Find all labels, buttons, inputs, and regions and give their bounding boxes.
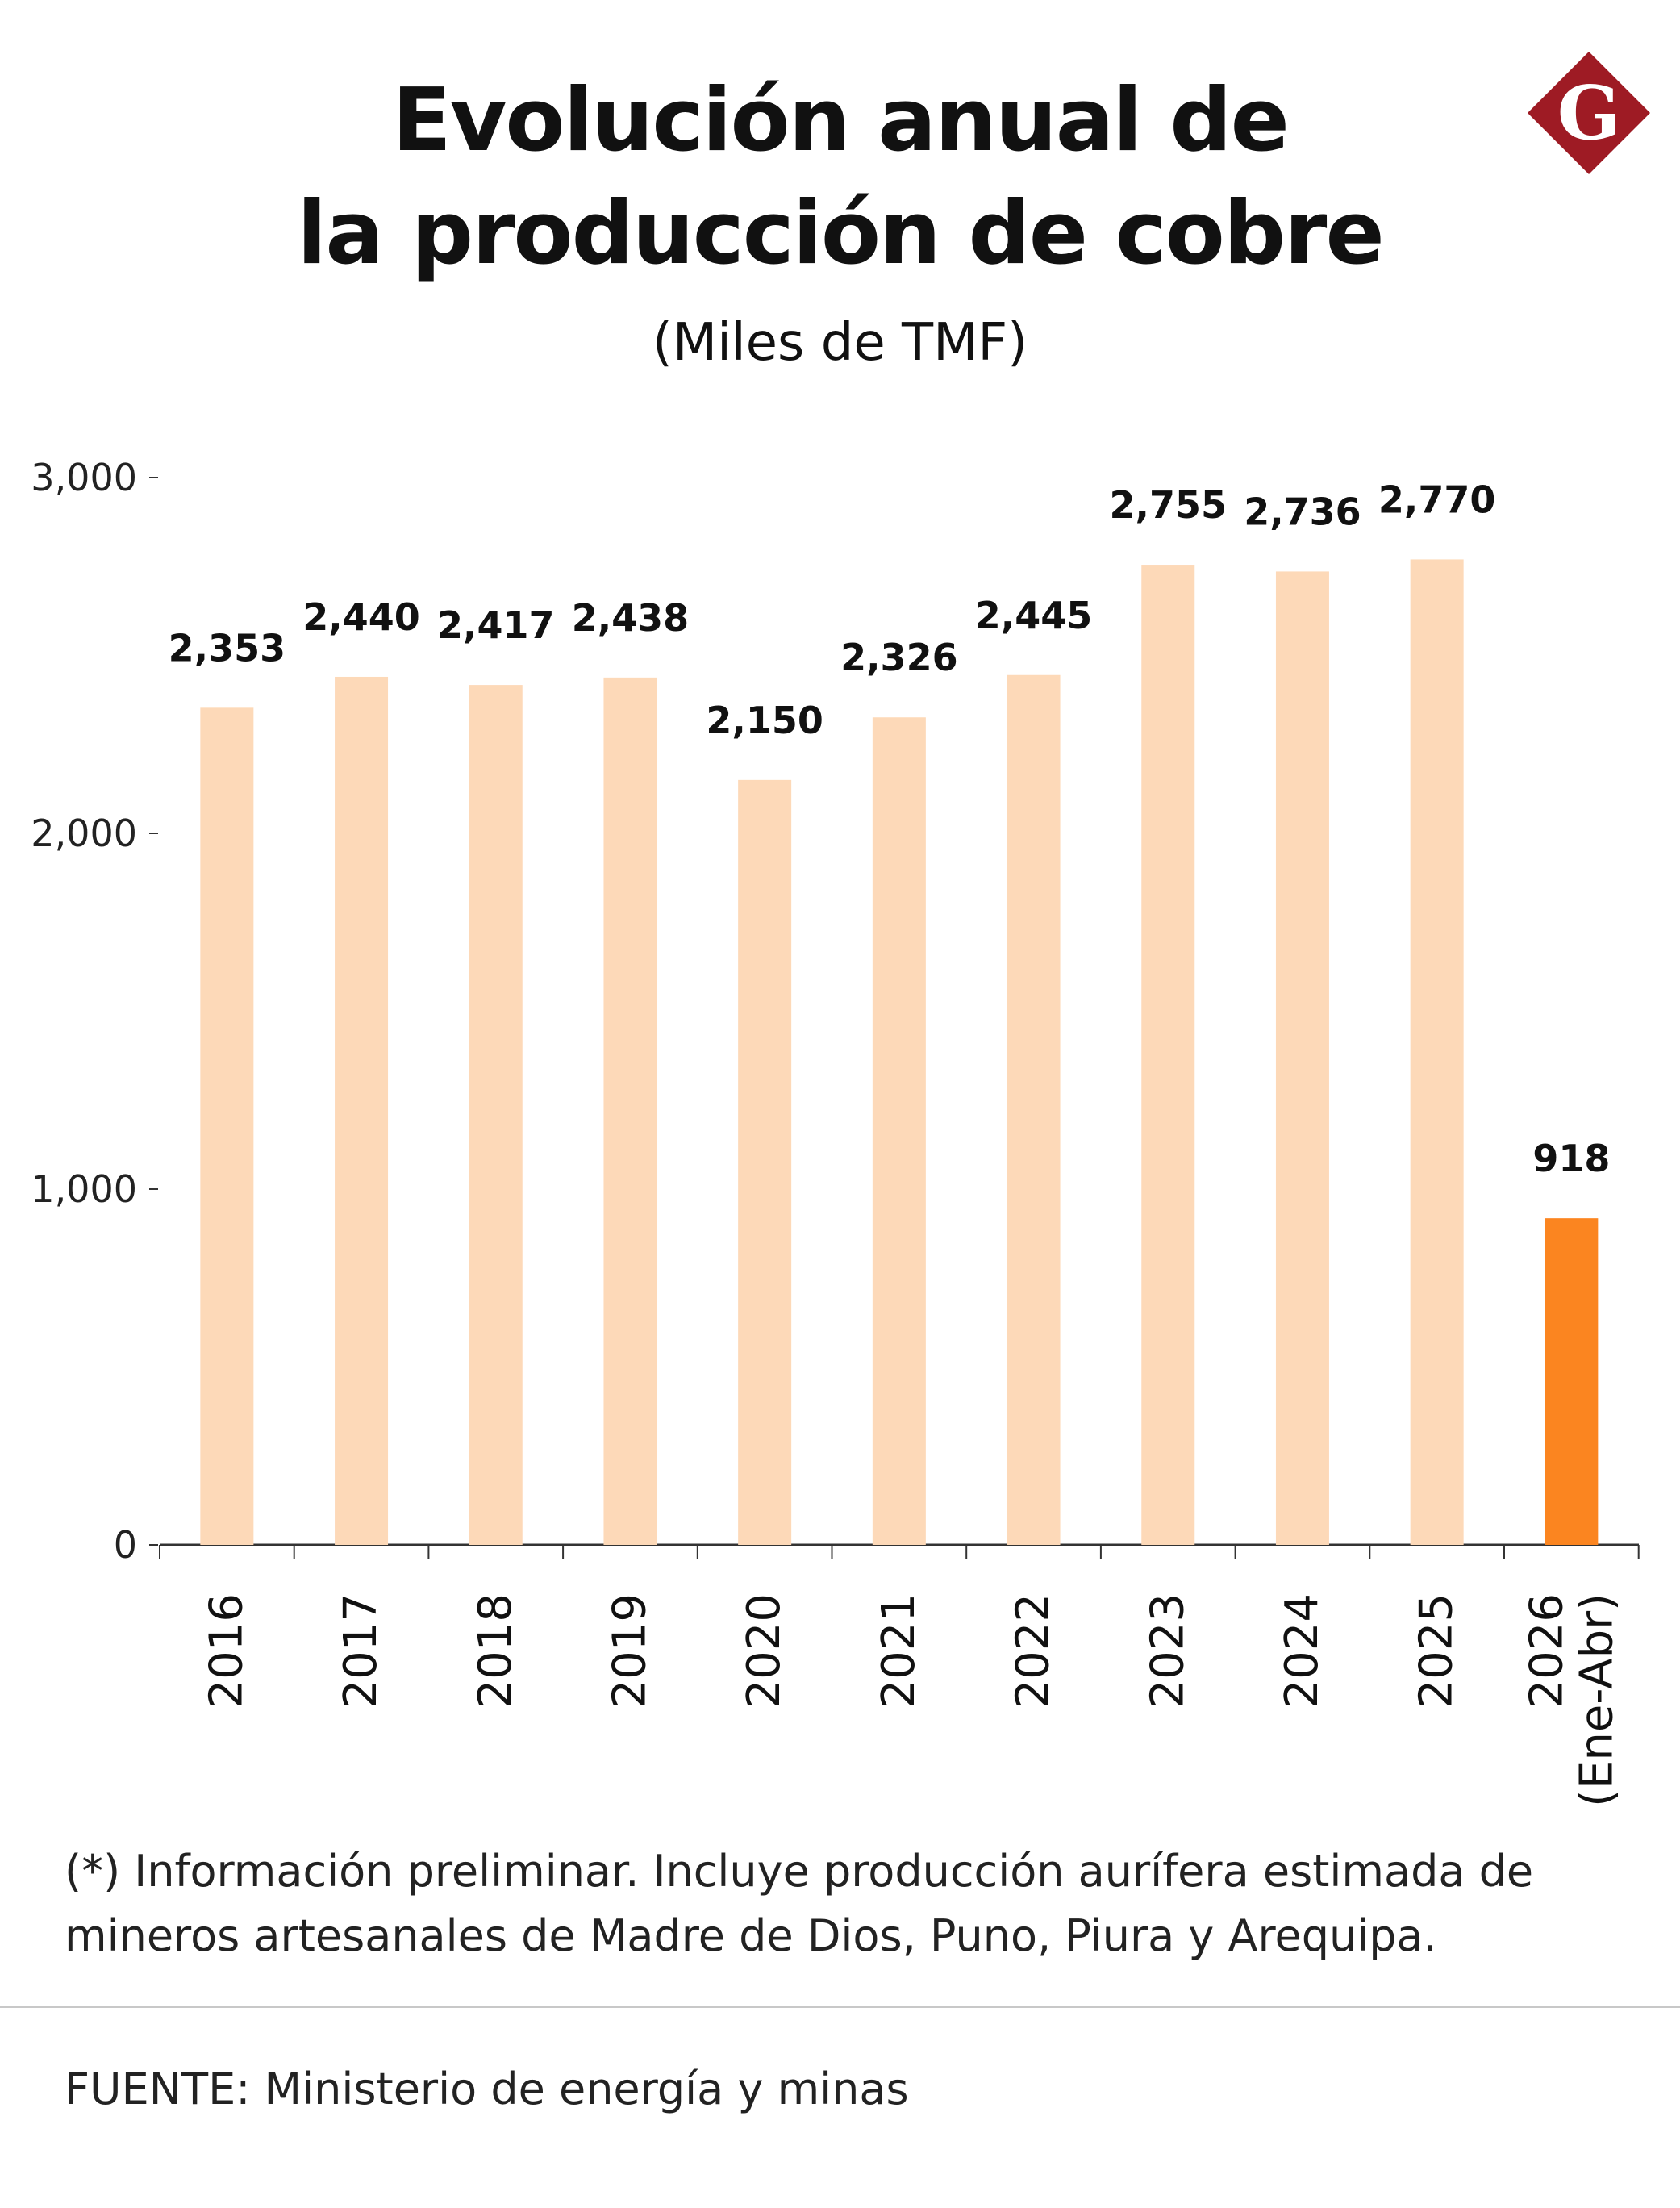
category-label-2: 2018 bbox=[469, 1593, 522, 1709]
divider bbox=[0, 2006, 1680, 2008]
value-label-2: 2,417 bbox=[437, 603, 555, 647]
value-label-9: 2,770 bbox=[1378, 478, 1496, 521]
bar-10 bbox=[1545, 1218, 1599, 1545]
bar-5 bbox=[872, 717, 926, 1545]
chart-title-line-2: la producción de cobre bbox=[297, 183, 1384, 284]
logo-letter: G bbox=[1557, 69, 1621, 157]
value-label-7: 2,755 bbox=[1109, 483, 1227, 527]
source-note: FUENTE: Ministerio de energía y minas bbox=[65, 2064, 909, 2114]
brand-logo: G bbox=[1524, 48, 1653, 177]
category-label-7: 2023 bbox=[1141, 1593, 1194, 1709]
category-label-8: 2024 bbox=[1276, 1593, 1328, 1709]
category-label-line: 2022 bbox=[1007, 1593, 1060, 1709]
value-label-4: 2,150 bbox=[706, 699, 823, 742]
category-label-4: 2020 bbox=[738, 1593, 790, 1709]
category-label-0: 2016 bbox=[200, 1593, 252, 1709]
footnote: (*) Información preliminar. Incluye prod… bbox=[65, 1846, 1534, 1961]
category-label-line: 2020 bbox=[738, 1593, 790, 1709]
category-label-line: 2019 bbox=[603, 1593, 656, 1709]
chart-title-line-1: Evolución anual de bbox=[392, 70, 1290, 171]
category-label-line: (Ene-Abr) bbox=[1570, 1593, 1623, 1807]
category-label-line: 2021 bbox=[873, 1593, 925, 1709]
value-label-0: 2,353 bbox=[169, 626, 286, 670]
value-label-8: 2,736 bbox=[1244, 490, 1361, 533]
y-tick-label: 1,000 bbox=[31, 1167, 137, 1211]
category-label-1: 2017 bbox=[335, 1593, 387, 1709]
bar-6 bbox=[1007, 674, 1061, 1545]
category-label-line: 2016 bbox=[200, 1593, 252, 1709]
bar-2 bbox=[469, 685, 523, 1545]
y-tick-label: 3,000 bbox=[31, 456, 137, 499]
bar-8 bbox=[1275, 571, 1329, 1545]
category-label-6: 2022 bbox=[1007, 1593, 1060, 1709]
value-label-3: 2,438 bbox=[572, 596, 690, 640]
bar-0 bbox=[200, 707, 254, 1545]
bar-1 bbox=[335, 676, 389, 1546]
category-label-line: 2025 bbox=[1411, 1593, 1463, 1709]
category-label-5: 2021 bbox=[873, 1593, 925, 1709]
category-label-3: 2019 bbox=[603, 1593, 656, 1709]
chart-subtitle: (Miles de TMF) bbox=[652, 313, 1028, 373]
bar-7 bbox=[1141, 565, 1195, 1546]
category-label-line: 2018 bbox=[469, 1593, 522, 1709]
value-label-1: 2,440 bbox=[302, 595, 420, 639]
category-label-line: 2023 bbox=[1141, 1593, 1194, 1709]
y-tick-label: 0 bbox=[114, 1523, 137, 1567]
bar-3 bbox=[603, 677, 657, 1545]
diamond-g-logo-icon bbox=[1528, 52, 1650, 174]
value-label-5: 2,326 bbox=[840, 636, 958, 679]
category-label-10: 2026(Ene-Abr) bbox=[1520, 1593, 1623, 1807]
y-tick-label: 2,000 bbox=[31, 812, 137, 855]
bar-9 bbox=[1410, 559, 1464, 1546]
value-label-6: 2,445 bbox=[975, 594, 1093, 637]
value-label-10: 918 bbox=[1532, 1137, 1610, 1180]
category-label-9: 2025 bbox=[1411, 1593, 1463, 1709]
category-label-line: 2024 bbox=[1276, 1593, 1328, 1709]
category-label-line: 2017 bbox=[335, 1593, 387, 1709]
bar-4 bbox=[738, 779, 792, 1545]
category-label-line: 2026 bbox=[1520, 1593, 1573, 1709]
